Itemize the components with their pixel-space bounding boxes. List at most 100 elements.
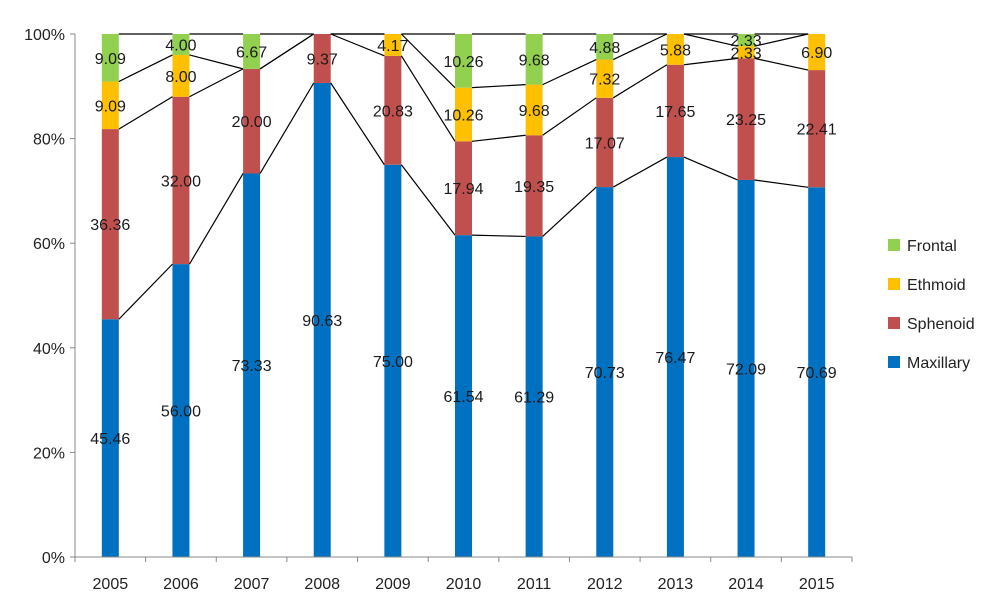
- bar-ethmoid-2006: [172, 54, 190, 97]
- data-label-ethmoid-2014: 2.33: [730, 45, 761, 62]
- data-label-sphenoid-2008: 9.37: [307, 52, 338, 69]
- bar-sphenoid-2008: [313, 34, 331, 84]
- legend-label-maxillary: Maxillary: [907, 355, 970, 372]
- legend-swatch-sphenoid: [888, 317, 900, 329]
- series-line-ethmoid-2: [259, 33, 315, 70]
- data-label-maxillary-2015: 70.69: [797, 365, 837, 382]
- bar-maxillary-2005: [101, 319, 119, 557]
- bar-sphenoid-2006: [172, 96, 190, 265]
- data-label-frontal-2007: 6.67: [236, 44, 267, 61]
- series-line-ethmoid-5: [471, 84, 526, 89]
- legend-label-ethmoid: Ethmoid: [907, 277, 966, 294]
- series-line-ethmoid-9: [754, 33, 809, 47]
- data-label-frontal-2012: 4.88: [589, 40, 620, 57]
- data-label-maxillary-2009: 75.00: [373, 354, 413, 371]
- data-label-frontal-2014: 2.33: [730, 33, 761, 50]
- series-line-sphenoid-6: [542, 97, 597, 136]
- data-label-frontal-2006: 4.00: [165, 37, 196, 54]
- axes-layer: 0% 20% 40% 60% 80% 100% 2005 2006 2007 2008 2009 20…: [24, 27, 853, 593]
- data-label-maxillary-2006: 56.00: [161, 404, 201, 421]
- x-tick-label: 2015: [799, 576, 835, 593]
- y-tick-label: 20%: [33, 445, 65, 462]
- y-tick-label: 100%: [24, 27, 65, 44]
- series-line-maxillary-3: [330, 82, 385, 166]
- bar-sphenoid-2009: [384, 55, 402, 165]
- bar-maxillary-2010: [455, 235, 472, 557]
- bar-maxillary-2014: [737, 179, 755, 557]
- legend-item-maxillary: Maxillary: [888, 355, 970, 372]
- legend-label-frontal: Frontal: [907, 238, 957, 255]
- data-label-maxillary-2005: 45.46: [90, 431, 130, 448]
- data-label-ethmoid-2009: 4.17: [377, 38, 408, 55]
- data-label-sphenoid-2014: 23.25: [726, 112, 766, 129]
- bar-frontal-2010: [455, 34, 472, 88]
- series-line-sphenoid-0: [118, 96, 173, 130]
- bar-maxillary-2012: [596, 187, 614, 557]
- data-label-ethmoid-2005: 9.09: [95, 98, 126, 115]
- legend-swatch-maxillary: [888, 356, 900, 368]
- series-line-ethmoid-0: [118, 54, 173, 83]
- legend-label-sphenoid: Sphenoid: [907, 316, 975, 333]
- bar-ethmoid-2005: [101, 81, 119, 130]
- data-label-sphenoid-2012: 17.07: [585, 135, 625, 152]
- bar-frontal-2012: [596, 34, 614, 60]
- bar-sphenoid-2014: [737, 58, 755, 180]
- series-line-sphenoid-5: [471, 134, 526, 142]
- bar-frontal-2006: [172, 34, 190, 55]
- bar-ethmoid-2013: [666, 34, 684, 65]
- series-lines-layer: [118, 33, 809, 320]
- y-tick-label: 80%: [33, 132, 65, 149]
- bar-frontal-2014: [737, 34, 755, 47]
- y-tick-label: 40%: [33, 341, 65, 358]
- data-label-ethmoid-2011: 9.68: [519, 103, 550, 120]
- series-line-ethmoid-8: [683, 33, 738, 47]
- bar-maxillary-2006: [172, 264, 190, 557]
- data-label-maxillary-2011: 61.29: [514, 390, 554, 407]
- series-line-maxillary-0: [118, 263, 173, 320]
- data-label-maxillary-2012: 70.73: [585, 365, 625, 382]
- bar-ethmoid-2015: [808, 34, 826, 71]
- x-tick-label: 2008: [304, 576, 340, 593]
- data-label-maxillary-2014: 72.09: [726, 361, 766, 378]
- bar-sphenoid-2007: [243, 68, 261, 174]
- legend: Frontal Ethmoid Sphenoid Maxillary: [888, 238, 975, 372]
- data-label-ethmoid-2010: 10.26: [443, 107, 483, 124]
- series-line-sphenoid-4: [400, 55, 456, 142]
- x-tick-label: 2007: [234, 576, 270, 593]
- data-label-sphenoid-2005: 36.36: [90, 217, 130, 234]
- bar-ethmoid-2012: [596, 59, 614, 98]
- series-line-ethmoid-6: [542, 58, 597, 86]
- series-line-sphenoid-3: [330, 33, 385, 57]
- bar-ethmoid-2011: [525, 84, 543, 136]
- bar-maxillary-2011: [525, 236, 543, 557]
- x-tick-label: 2014: [728, 576, 764, 593]
- x-tick-label: 2009: [375, 576, 411, 593]
- bar-frontal-2005: [101, 34, 119, 82]
- legend-swatch-ethmoid: [888, 278, 900, 290]
- x-tick-label: 2006: [163, 576, 199, 593]
- data-label-ethmoid-2012: 7.32: [589, 72, 620, 89]
- bar-maxillary-2013: [666, 157, 684, 558]
- series-line-maxillary-8: [683, 156, 738, 181]
- data-label-ethmoid-2006: 8.00: [165, 69, 196, 86]
- bar-ethmoid-2009: [384, 34, 402, 56]
- x-tick-label: 2005: [93, 576, 129, 593]
- data-label-sphenoid-2013: 17.65: [655, 104, 695, 121]
- bar-sphenoid-2010: [455, 141, 472, 236]
- bar-sphenoid-2013: [666, 64, 684, 158]
- legend-item-frontal: Frontal: [888, 238, 957, 255]
- legend-item-ethmoid: Ethmoid: [888, 277, 966, 294]
- series-line-maxillary-5: [471, 234, 526, 238]
- data-labels-layer: 45.46 56.00 73.33 90.63 75.00 61.54 61.29 70.73…: [90, 33, 837, 448]
- y-tick-label: 60%: [33, 236, 65, 253]
- data-label-frontal-2011: 9.68: [519, 52, 550, 69]
- bar-ethmoid-2010: [455, 87, 472, 142]
- bars-layer: [101, 34, 826, 558]
- bar-maxillary-2009: [384, 164, 402, 557]
- data-label-maxillary-2008: 90.63: [302, 313, 342, 330]
- legend-swatch-frontal: [888, 239, 900, 251]
- series-line-maxillary-7: [612, 156, 668, 188]
- bar-frontal-2007: [243, 34, 261, 69]
- bar-maxillary-2008: [313, 83, 331, 557]
- x-tick-label: 2013: [658, 576, 694, 593]
